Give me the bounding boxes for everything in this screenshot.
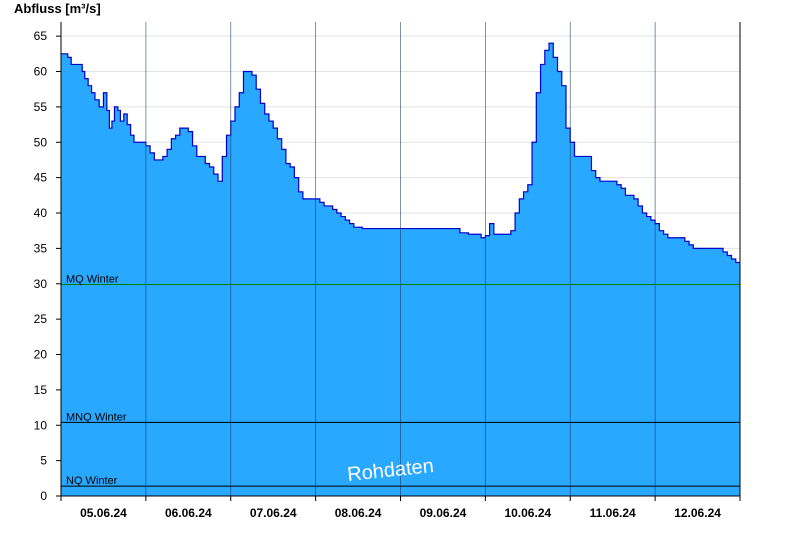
x-tick-label: 11.06.24 (590, 506, 636, 520)
y-axis-label: Abfluss [m³/s] (14, 1, 101, 16)
y-tick-label: 15 (34, 383, 48, 397)
y-tick-label: 40 (34, 206, 48, 220)
x-tick-label: 10.06.24 (504, 506, 551, 520)
x-tick-label: 08.06.24 (335, 506, 382, 520)
axes: 0 5 10 15 20 25 30 35 40 45 50 55 60 65 05.06.24 06.06.… (34, 22, 741, 520)
y-tick-label: 45 (34, 171, 48, 185)
y-tick-label: 65 (34, 29, 48, 43)
y-tick-label: 0 (40, 489, 47, 503)
y-tick-label: 10 (34, 418, 48, 432)
y-tick-label: 55 (34, 100, 48, 114)
x-tick-label: 06.06.24 (165, 506, 212, 520)
y-tick-label: 25 (34, 312, 48, 326)
y-tick-label: 50 (34, 135, 48, 149)
y-tick-label: 30 (34, 277, 48, 291)
x-tick-label: 12.06.24 (674, 506, 721, 520)
y-tick-label: 35 (34, 241, 48, 255)
x-tick-label: 07.06.24 (250, 506, 297, 520)
reference-lines: MQ Winter MNQ Winter NQ Winter (61, 273, 740, 487)
discharge-line (61, 42, 740, 264)
y-tick-label: 5 (40, 454, 47, 468)
reference-line-label: NQ Winter (66, 475, 118, 487)
x-tick-label: 09.06.24 (420, 506, 467, 520)
x-tick-label: 05.06.24 (80, 506, 127, 520)
y-tick-label: 60 (34, 65, 48, 79)
y-tick-label: 20 (34, 348, 48, 362)
day-boundary-lines (145, 22, 656, 496)
reference-line-label: MNQ Winter (66, 411, 127, 423)
reference-line-label: MQ Winter (66, 273, 119, 285)
